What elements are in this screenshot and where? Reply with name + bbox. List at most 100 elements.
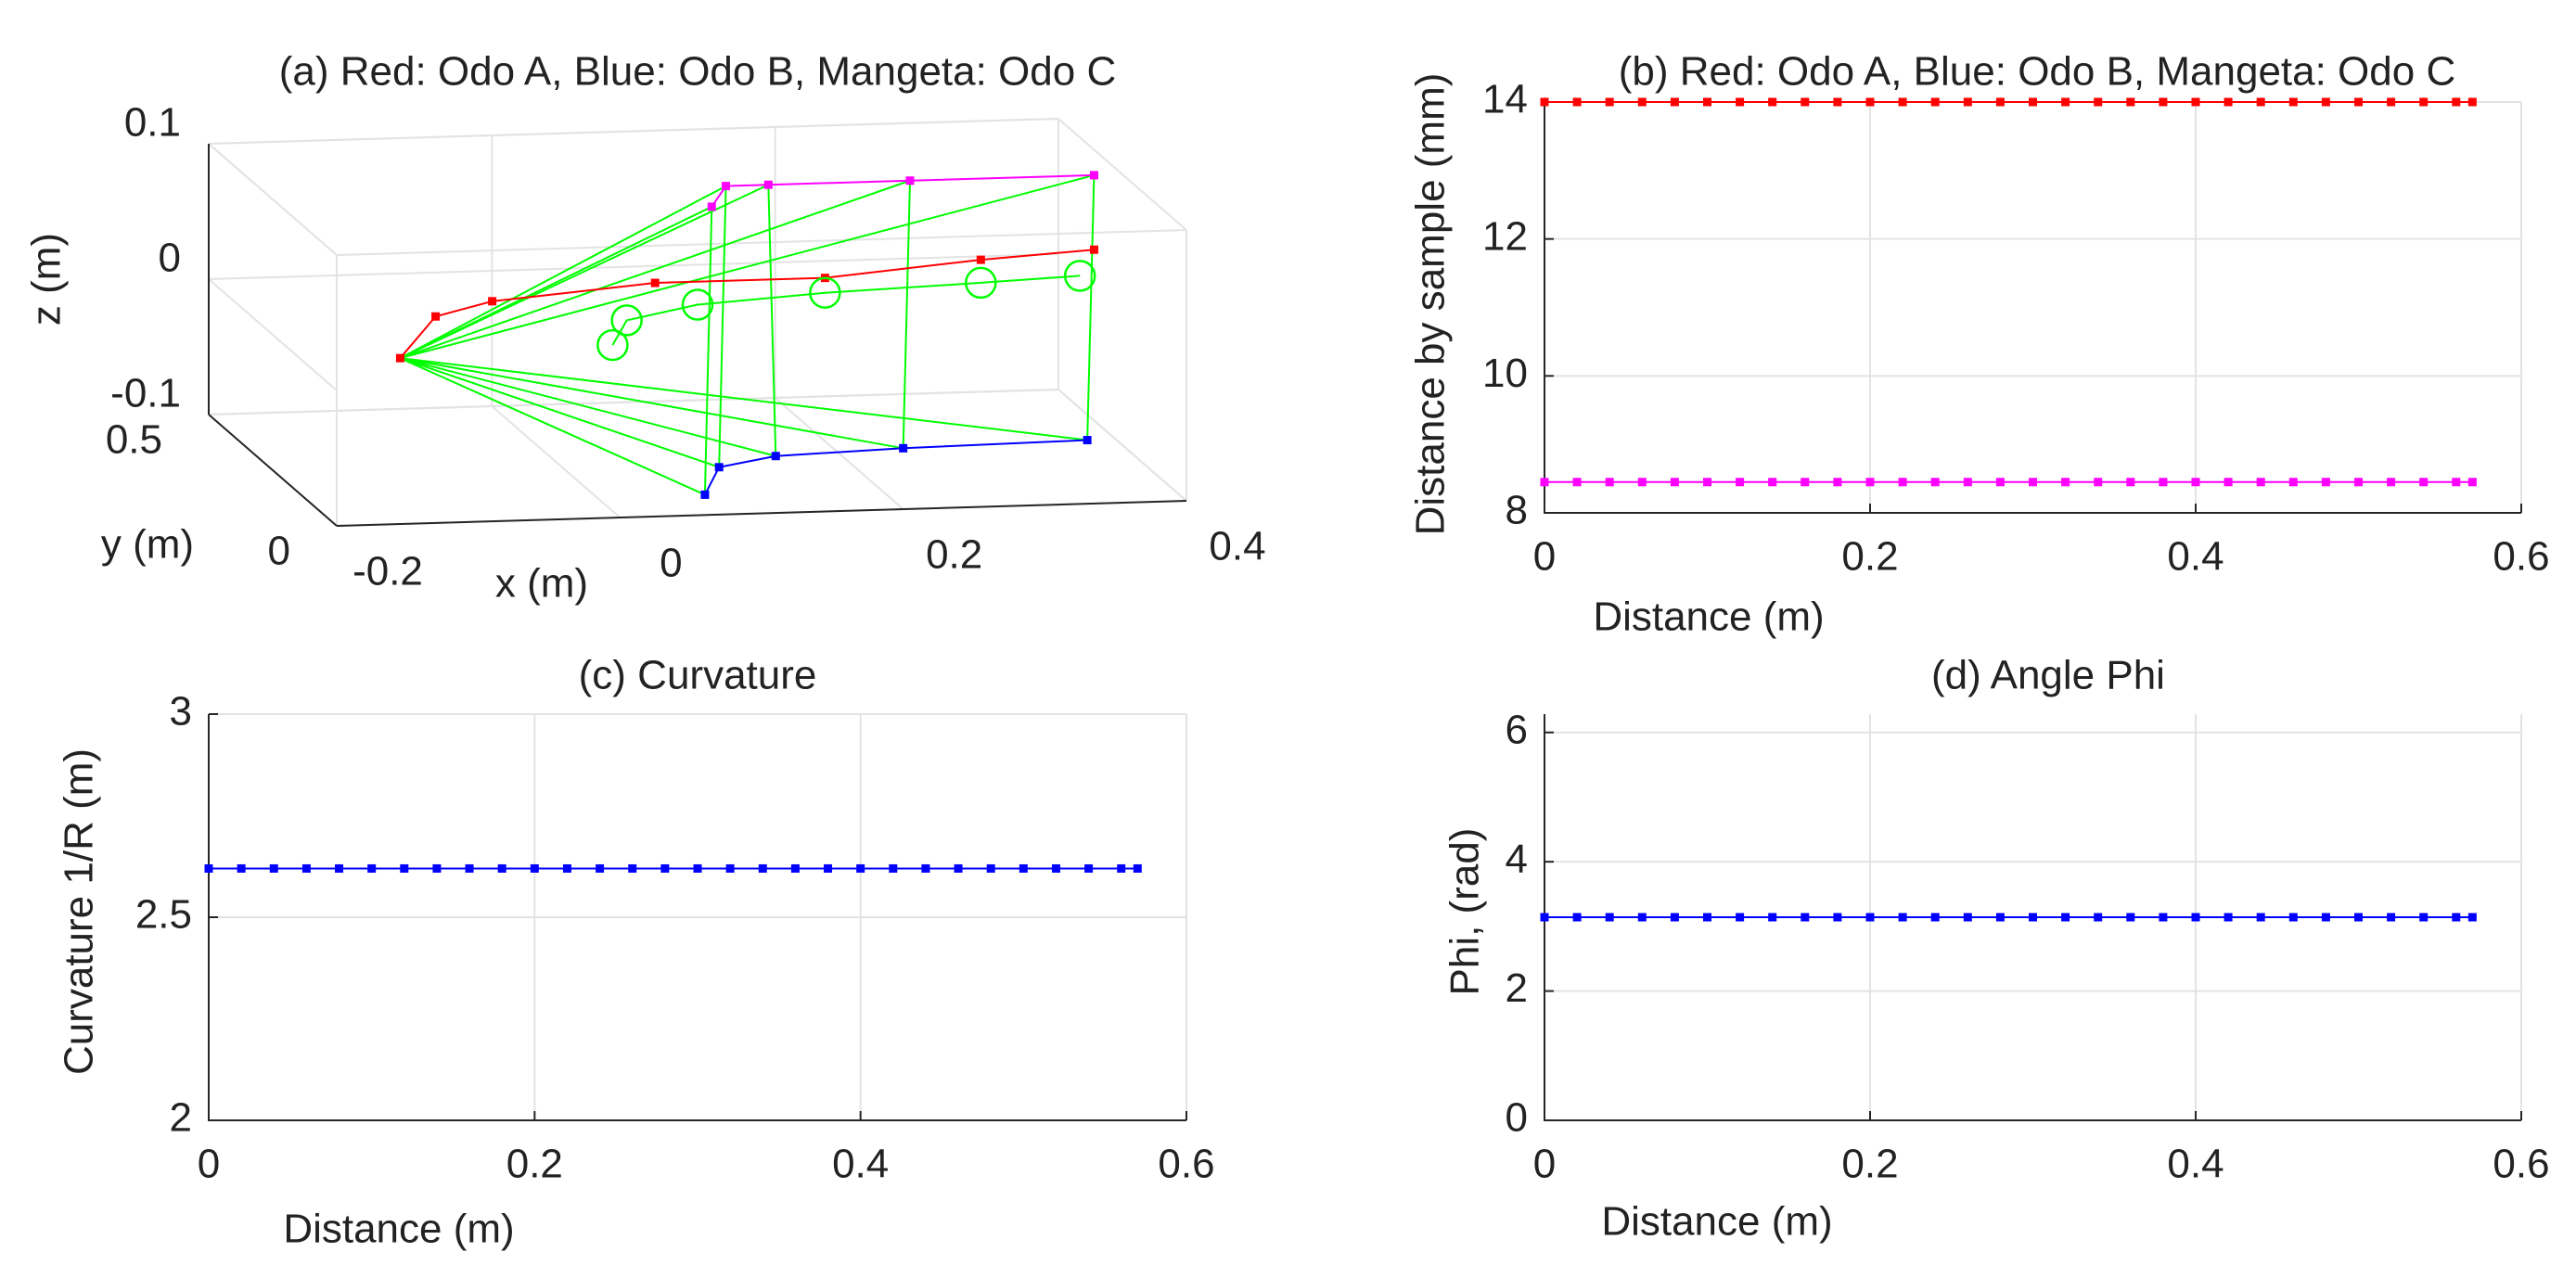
marker <box>1063 260 1096 292</box>
marker <box>1833 478 1842 487</box>
marker <box>1019 863 1028 873</box>
marker <box>2354 913 2363 922</box>
link-line <box>400 173 1095 360</box>
marker <box>650 278 660 288</box>
z-tick-label: -0.1 <box>110 371 181 416</box>
marker <box>2452 97 2461 107</box>
marker <box>628 863 637 873</box>
y-axis-label: Distance by sample (mm) <box>1408 73 1454 536</box>
marker <box>2191 913 2200 922</box>
series-line <box>611 275 1081 346</box>
marker <box>1801 478 1810 487</box>
marker <box>1995 478 2005 487</box>
marker <box>596 863 605 873</box>
y-tick-label: 2 <box>170 1095 192 1141</box>
x-axis-label: Distance (m) <box>283 1207 514 1252</box>
marker <box>1637 478 1647 487</box>
x-tick-label: 0.6 <box>2493 1142 2549 1187</box>
marker <box>1865 913 1875 922</box>
marker <box>693 863 702 873</box>
grid-line <box>208 118 1059 145</box>
marker <box>1083 436 1092 445</box>
marker <box>2419 478 2429 487</box>
axes-frame <box>1544 102 2521 514</box>
x-tick-label: 0 <box>660 541 682 586</box>
marker <box>1540 913 1549 922</box>
marker <box>889 863 898 873</box>
marker <box>488 297 497 306</box>
marker <box>2288 913 2298 922</box>
marker <box>2029 97 2037 107</box>
marker <box>1736 913 1745 922</box>
marker <box>1605 478 1614 487</box>
marker <box>725 863 735 873</box>
marker <box>2452 478 2461 487</box>
marker <box>714 463 724 472</box>
marker <box>2452 913 2461 922</box>
marker <box>1084 863 1094 873</box>
marker <box>1540 478 1549 487</box>
marker <box>596 328 629 362</box>
marker <box>1995 97 2005 107</box>
marker <box>2387 478 2396 487</box>
marker <box>1833 913 1842 922</box>
marker <box>1605 913 1614 922</box>
marker <box>1736 97 1745 107</box>
marker <box>2191 478 2200 487</box>
marker <box>700 490 710 499</box>
marker <box>1930 478 1940 487</box>
marker <box>1637 913 1647 922</box>
marker <box>2354 478 2363 487</box>
marker <box>1801 913 1810 922</box>
marker <box>465 863 474 873</box>
y-tick-label: 10 <box>1482 351 1528 396</box>
marker <box>1801 97 1810 107</box>
y-tick-label: 0 <box>1506 1095 1528 1141</box>
marker <box>2419 97 2429 107</box>
marker <box>1736 478 1745 487</box>
marker <box>2126 913 2135 922</box>
grid-line <box>208 143 338 256</box>
marker <box>722 182 731 191</box>
marker <box>2094 97 2103 107</box>
box-edge <box>336 229 1187 256</box>
link-line <box>399 185 727 360</box>
marker <box>2159 478 2168 487</box>
marker <box>1930 913 1940 922</box>
axes-frame <box>208 714 1186 1121</box>
y-tick-label: 6 <box>1506 707 1528 752</box>
grid-line <box>775 397 904 510</box>
marker <box>204 863 213 873</box>
marker <box>395 353 404 363</box>
grid-line <box>208 253 1059 280</box>
grid-line <box>208 278 338 391</box>
marker <box>1898 478 1907 487</box>
marker <box>763 180 773 189</box>
marker <box>1930 97 1940 107</box>
marker <box>1963 97 1972 107</box>
chart-title: (b) Red: Odo A, Blue: Odo B, Mangeta: Od… <box>1619 49 2455 95</box>
marker <box>2159 97 2168 107</box>
marker <box>1865 97 1875 107</box>
link-line <box>399 184 769 360</box>
marker <box>1089 245 1098 254</box>
marker <box>1963 913 1972 922</box>
y-tick-label: 2.5 <box>135 892 192 938</box>
marker <box>1768 478 1777 487</box>
marker <box>2256 913 2265 922</box>
marker <box>1117 863 1126 873</box>
marker <box>2029 478 2037 487</box>
marker <box>771 452 780 461</box>
marker <box>1670 478 1679 487</box>
marker <box>824 863 833 873</box>
marker <box>921 863 930 873</box>
x-tick-label: 0.4 <box>2167 1142 2224 1187</box>
marker <box>2467 97 2477 107</box>
link-line <box>902 180 911 449</box>
x-tick-label: 0.4 <box>1209 524 1265 569</box>
z-tick-label: 0 <box>159 236 181 281</box>
marker <box>790 863 800 873</box>
marker <box>269 863 278 873</box>
y-tick-label: 3 <box>170 689 192 735</box>
marker <box>1898 97 1907 107</box>
